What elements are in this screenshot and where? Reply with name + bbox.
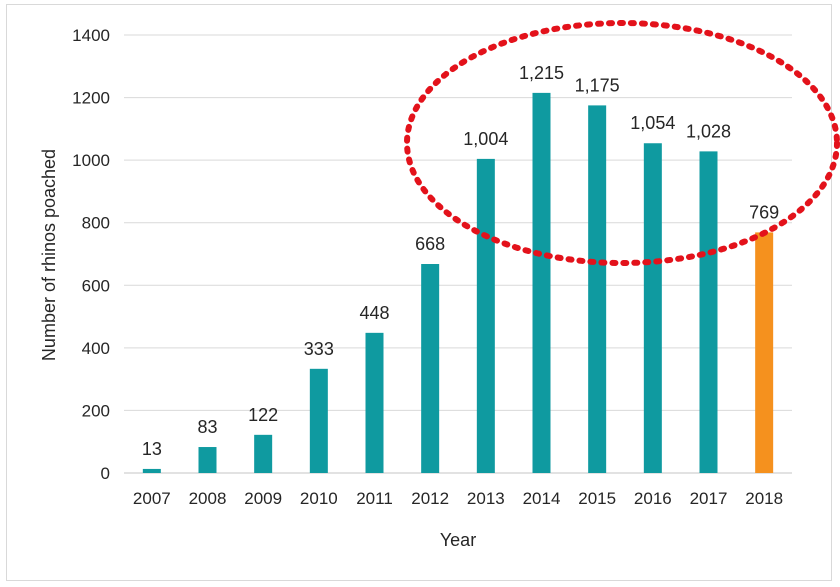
bar-2012 xyxy=(421,264,440,473)
annotation-dotted-ellipse xyxy=(404,20,840,266)
x-tick-label-2010: 2010 xyxy=(300,489,338,508)
y-tick-label: 1200 xyxy=(72,89,110,108)
y-tick-label: 400 xyxy=(82,339,110,358)
x-tick-label-2008: 2008 xyxy=(189,489,227,508)
data-label-2010: 333 xyxy=(304,339,334,359)
data-labels: 13 83 122 333 448 668 1,004 1,215 1,175 1,054 1,02… xyxy=(142,63,779,459)
data-label-2011: 448 xyxy=(359,303,389,323)
x-axis-ticks: 2007 2008 2009 2010 2011 2012 2013 2014 2015 2016… xyxy=(133,489,783,508)
x-tick-label-2018: 2018 xyxy=(745,489,783,508)
bar-2014 xyxy=(532,92,551,473)
data-label-2017: 1,028 xyxy=(686,121,731,141)
x-tick-label-2012: 2012 xyxy=(411,489,449,508)
y-axis-title: Number of rhinos poached xyxy=(39,149,59,361)
y-axis-ticks: 0 200 400 600 800 1000 1200 1400 xyxy=(72,26,110,483)
x-tick-label-2015: 2015 xyxy=(578,489,616,508)
data-label-2018: 769 xyxy=(749,202,779,222)
y-tick-label: 1400 xyxy=(72,26,110,45)
x-tick-label-2009: 2009 xyxy=(244,489,282,508)
data-label-2007: 13 xyxy=(142,439,162,459)
data-label-2015: 1,175 xyxy=(575,75,620,95)
y-tick-label: 200 xyxy=(82,401,110,420)
x-tick-label-2007: 2007 xyxy=(133,489,171,508)
data-label-2014: 1,215 xyxy=(519,63,564,83)
x-tick-label-2014: 2014 xyxy=(523,489,561,508)
bar-2007 xyxy=(142,468,161,473)
data-label-2009: 122 xyxy=(248,405,278,425)
y-tick-label: 0 xyxy=(101,464,110,483)
bar-2011 xyxy=(365,332,384,473)
bar-2016 xyxy=(643,143,662,473)
y-tick-label: 600 xyxy=(82,276,110,295)
x-axis-title: Year xyxy=(440,530,476,550)
x-tick-label-2011: 2011 xyxy=(356,489,393,508)
x-tick-label-2017: 2017 xyxy=(690,489,728,508)
y-tick-label: 800 xyxy=(82,214,110,233)
bar-2009 xyxy=(254,434,273,473)
bar-2017 xyxy=(699,151,718,473)
data-label-2008: 83 xyxy=(197,417,217,437)
data-label-2016: 1,054 xyxy=(630,113,675,133)
x-tick-label-2016: 2016 xyxy=(634,489,672,508)
data-label-2012: 668 xyxy=(415,234,445,254)
bar-2008 xyxy=(198,447,217,473)
bar-2010 xyxy=(309,368,328,473)
x-tick-label-2013: 2013 xyxy=(467,489,505,508)
bars xyxy=(142,92,774,474)
bar-2015 xyxy=(588,105,607,474)
bar-2013 xyxy=(476,158,495,474)
data-label-2013: 1,004 xyxy=(463,129,508,149)
y-tick-label: 1000 xyxy=(72,151,110,170)
bar-2018 xyxy=(755,232,774,473)
